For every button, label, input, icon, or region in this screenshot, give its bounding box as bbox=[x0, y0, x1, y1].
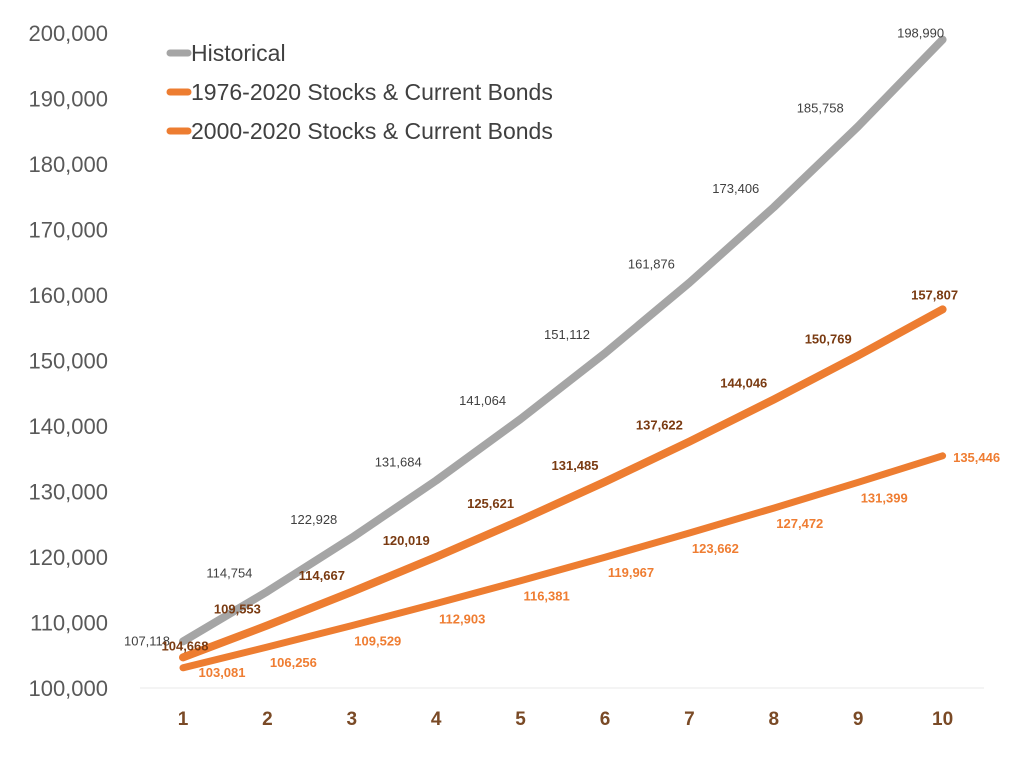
historical-data-label: 185,758 bbox=[797, 100, 844, 115]
legend: Historical 1976-2020 Stocks & Current Bon… bbox=[166, 40, 553, 144]
stocks-2000-2020-data-label: 135,446 bbox=[953, 450, 1000, 465]
y-tick-label: 100,000 bbox=[28, 676, 108, 701]
historical-data-label: 114,754 bbox=[206, 565, 252, 580]
x-tick-label: 8 bbox=[769, 709, 780, 730]
stocks-1976-2020-data-label: 109,553 bbox=[214, 601, 261, 616]
x-tick-label: 5 bbox=[515, 709, 526, 730]
y-tick-label: 130,000 bbox=[28, 480, 108, 505]
stocks-2000-2020-data-label: 112,903 bbox=[439, 612, 485, 627]
data-labels: 107,118 114,754 122,928 131,684 141,064 151,1… bbox=[124, 26, 1000, 680]
y-tick-label: 170,000 bbox=[28, 218, 108, 243]
legend-item-1976-2020: 1976-2020 Stocks & Current Bonds bbox=[166, 79, 553, 105]
x-tick-label: 3 bbox=[347, 709, 358, 730]
x-tick-label: 10 bbox=[932, 709, 953, 730]
historical-data-label: 122,928 bbox=[290, 512, 337, 527]
stocks-1976-2020-data-label: 144,046 bbox=[720, 376, 767, 391]
stocks-2000-2020-data-label: 119,967 bbox=[608, 565, 654, 580]
stocks-1976-2020-data-label: 131,485 bbox=[552, 458, 599, 473]
stocks-2000-2020-data-label: 106,256 bbox=[270, 655, 317, 670]
stocks-2000-2020-data-label: 103,081 bbox=[199, 665, 246, 680]
stocks-2000-2020-data-label: 127,472 bbox=[776, 516, 823, 531]
y-tick-label: 150,000 bbox=[28, 349, 108, 374]
y-axis: 100,000 110,000 120,000 130,000 140,000 150,0… bbox=[28, 21, 108, 701]
stocks-1976-2020-data-label: 150,769 bbox=[805, 332, 852, 347]
historical-line bbox=[179, 35, 947, 646]
stocks-2000-2020-data-label: 131,399 bbox=[861, 490, 908, 505]
series-lines bbox=[179, 35, 947, 672]
historical-data-label: 198,990 bbox=[897, 26, 944, 41]
historical-data-label: 161,876 bbox=[628, 257, 675, 272]
y-tick-label: 180,000 bbox=[28, 152, 108, 177]
y-tick-label: 110,000 bbox=[30, 611, 108, 636]
stocks-1976-2020-line bbox=[179, 305, 947, 662]
stocks-1976-2020-data-label: 120,019 bbox=[383, 533, 430, 548]
historical-data-label: 107,118 bbox=[124, 633, 170, 648]
historical-data-label: 131,684 bbox=[375, 455, 422, 470]
historical-data-label: 141,064 bbox=[459, 393, 506, 408]
legend-item-2000-2020: 2000-2020 Stocks & Current Bonds bbox=[166, 118, 553, 144]
x-tick-label: 4 bbox=[431, 709, 442, 730]
legend-label: Historical bbox=[191, 40, 286, 66]
legend-item-historical: Historical bbox=[166, 40, 286, 66]
y-tick-label: 190,000 bbox=[28, 87, 108, 112]
stocks-2000-2020-line bbox=[179, 452, 947, 672]
x-axis: 1 2 3 4 5 6 7 8 9 10 bbox=[178, 709, 953, 730]
x-tick-label: 1 bbox=[178, 709, 189, 730]
x-tick-label: 7 bbox=[684, 709, 695, 730]
y-tick-label: 160,000 bbox=[28, 283, 108, 308]
stocks-2000-2020-data-label: 116,381 bbox=[523, 589, 569, 604]
historical-data-label: 151,112 bbox=[544, 327, 590, 342]
stocks-2000-2020-data-label: 109,529 bbox=[354, 634, 401, 649]
legend-label: 1976-2020 Stocks & Current Bonds bbox=[191, 79, 553, 105]
stocks-1976-2020-data-label: 137,622 bbox=[636, 418, 683, 433]
historical-data-label: 173,406 bbox=[712, 181, 759, 196]
stocks-1976-2020-data-label: 114,667 bbox=[299, 568, 345, 583]
stocks-1976-2020-data-label: 157,807 bbox=[911, 287, 958, 302]
legend-label: 2000-2020 Stocks & Current Bonds bbox=[191, 118, 553, 144]
x-tick-label: 2 bbox=[262, 709, 273, 730]
stocks-1976-2020-data-label: 104,668 bbox=[162, 638, 209, 653]
y-tick-label: 200,000 bbox=[28, 21, 108, 46]
y-tick-label: 120,000 bbox=[28, 545, 108, 570]
x-tick-label: 6 bbox=[600, 709, 611, 730]
x-tick-label: 9 bbox=[853, 709, 864, 730]
stocks-2000-2020-data-label: 123,662 bbox=[692, 541, 739, 556]
y-tick-label: 140,000 bbox=[28, 414, 108, 439]
stocks-1976-2020-data-label: 125,621 bbox=[467, 496, 514, 511]
